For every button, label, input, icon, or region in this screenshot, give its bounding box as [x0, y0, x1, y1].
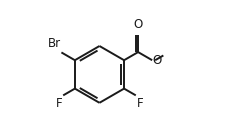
Text: Br: Br — [47, 37, 61, 50]
Text: F: F — [56, 97, 62, 110]
Text: F: F — [136, 97, 142, 110]
Text: O: O — [152, 54, 161, 67]
Text: O: O — [133, 18, 142, 31]
